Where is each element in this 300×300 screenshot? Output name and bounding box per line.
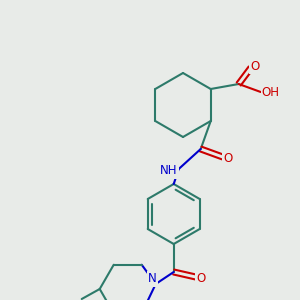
- Text: NH: NH: [160, 164, 178, 178]
- Text: O: O: [250, 59, 259, 73]
- Text: OH: OH: [262, 85, 280, 98]
- Text: O: O: [196, 272, 205, 286]
- Text: O: O: [223, 152, 232, 166]
- Text: N: N: [148, 272, 157, 286]
